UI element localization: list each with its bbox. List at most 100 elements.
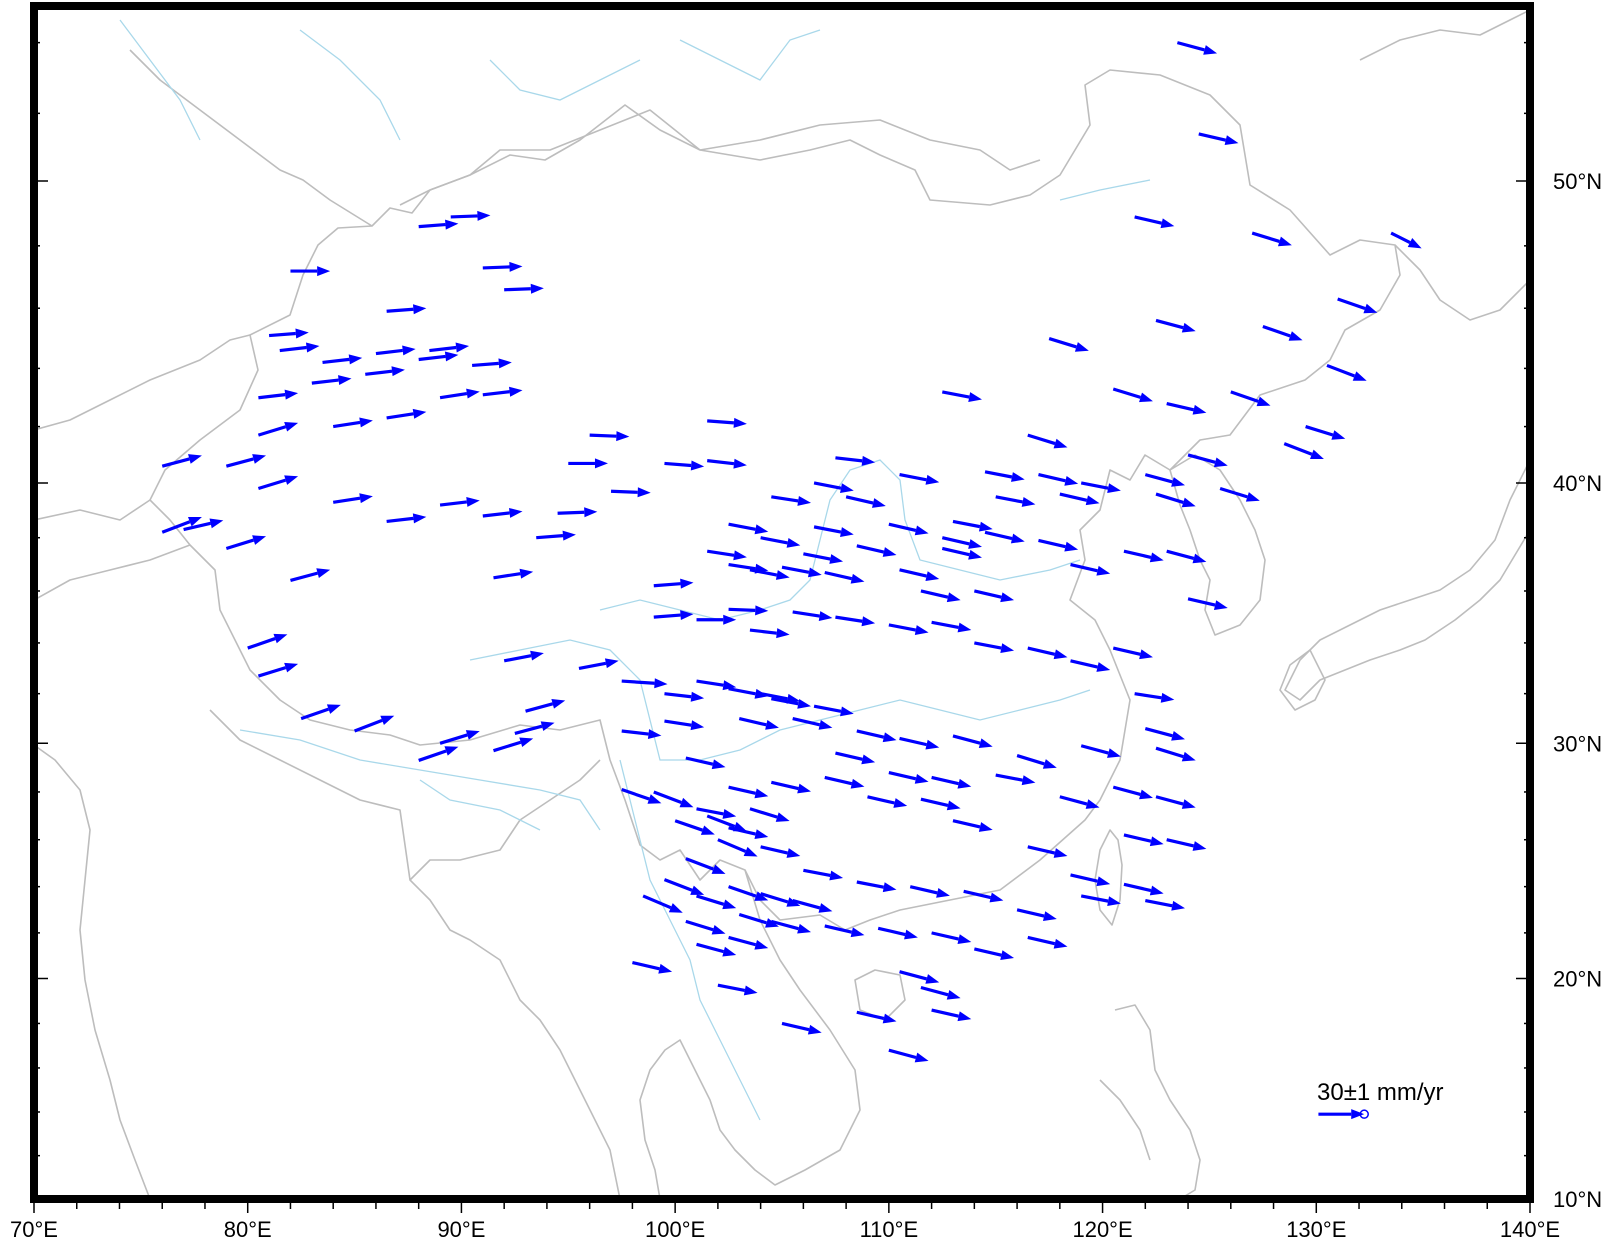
vector-shaft <box>749 568 778 577</box>
vector-head <box>1149 885 1164 896</box>
vector-head <box>680 578 694 589</box>
vector-shaft <box>664 692 692 699</box>
vector-head <box>914 1052 929 1063</box>
scale-legend: 30±1 mm/yr <box>1317 1079 1444 1120</box>
vector-shaft <box>803 552 831 561</box>
vector-head <box>829 554 844 564</box>
yangtze-river <box>469 639 1091 761</box>
vector-head <box>925 974 940 984</box>
velocity-vector <box>1038 538 1079 552</box>
vector-head <box>252 535 267 545</box>
vector-shaft <box>482 265 510 270</box>
vector-head <box>957 622 972 633</box>
vector-head <box>797 783 812 794</box>
velocity-vector <box>482 507 523 518</box>
velocity-vector <box>717 838 758 857</box>
vector-head <box>786 848 801 858</box>
velocity-vector <box>429 342 470 353</box>
vector-head <box>509 507 523 518</box>
velocity-vector <box>1390 231 1422 249</box>
vector-shaft <box>503 654 532 663</box>
velocity-vector <box>1112 785 1153 800</box>
lat-label: 40°N <box>1553 471 1602 496</box>
vector-head <box>466 388 480 399</box>
vector-head <box>733 417 747 428</box>
vector-shaft <box>664 461 692 468</box>
lat-label: 20°N <box>1553 966 1602 991</box>
vector-head <box>1000 950 1015 961</box>
vector-head <box>882 732 897 743</box>
velocity-vector <box>514 721 555 736</box>
vector-shaft <box>728 935 757 947</box>
vector-head <box>509 386 523 397</box>
velocity-vector <box>482 261 523 272</box>
vector-head <box>732 821 747 832</box>
vector-shaft <box>1155 492 1184 504</box>
vector-shaft <box>995 773 1023 782</box>
vector-head <box>1149 552 1164 563</box>
vector-shaft <box>706 549 735 557</box>
vector-shaft <box>1080 744 1109 755</box>
vector-head <box>647 729 662 740</box>
velocity-vector <box>813 525 854 537</box>
velocity-vector <box>311 375 352 385</box>
velocity-vector <box>1123 833 1164 847</box>
vector-shaft <box>888 623 917 632</box>
vector-head <box>519 737 534 748</box>
vector-head <box>914 773 929 784</box>
vector-shaft <box>418 749 447 762</box>
velocity-vector <box>696 894 737 910</box>
vector-head <box>723 614 737 625</box>
vector-shaft <box>696 894 725 906</box>
velocity-vector <box>1155 492 1196 508</box>
vector-head <box>616 431 630 442</box>
vector-head <box>477 210 491 221</box>
velocity-vector <box>867 795 908 808</box>
velocity-vector <box>781 1021 822 1035</box>
legend-error-ellipse <box>1359 1109 1369 1119</box>
vector-head <box>1407 238 1422 249</box>
vector-head <box>1160 692 1175 703</box>
vector-shaft <box>973 589 1002 599</box>
vector-shaft <box>653 613 681 619</box>
vector-shaft <box>738 717 767 727</box>
vector-head <box>882 1013 897 1024</box>
legend-label: 30±1 mm/yr <box>1317 1079 1444 1106</box>
vector-shaft <box>813 481 842 490</box>
vector-head <box>1096 876 1111 887</box>
velocity-vector <box>674 819 715 835</box>
velocity-vector <box>696 614 737 625</box>
vector-head <box>1074 342 1089 352</box>
vector-shaft <box>161 457 190 468</box>
velocity-vector <box>749 568 790 580</box>
vector-shaft <box>1080 481 1109 490</box>
vector-head <box>338 375 352 385</box>
vector-shaft <box>621 729 649 736</box>
vector-head <box>925 739 940 750</box>
velocity-vector <box>803 552 844 564</box>
vector-shaft <box>760 845 789 855</box>
vector-head <box>786 693 801 704</box>
vector-head <box>711 759 726 770</box>
velocity-vector <box>653 790 694 808</box>
velocity-vector <box>1144 473 1186 487</box>
vector-shaft <box>1016 754 1045 766</box>
northern-rivers <box>119 19 1151 201</box>
vector-head <box>754 939 769 950</box>
vector-head <box>936 888 950 898</box>
vector-shaft <box>418 354 446 362</box>
vector-head <box>1107 483 1121 494</box>
vector-head <box>1064 475 1079 486</box>
frame-ticks <box>30 41 1534 1213</box>
vector-head <box>1192 841 1207 851</box>
velocity-vectors <box>161 41 1422 1063</box>
vector-head <box>284 475 299 485</box>
vector-head <box>316 568 331 578</box>
vector-head <box>1139 392 1153 403</box>
vector-shaft <box>610 489 638 494</box>
vector-shaft <box>760 536 788 545</box>
velocity-vector <box>803 868 844 881</box>
vector-shaft <box>653 582 681 588</box>
vector-shaft <box>429 345 457 353</box>
vector-shaft <box>1059 492 1088 502</box>
